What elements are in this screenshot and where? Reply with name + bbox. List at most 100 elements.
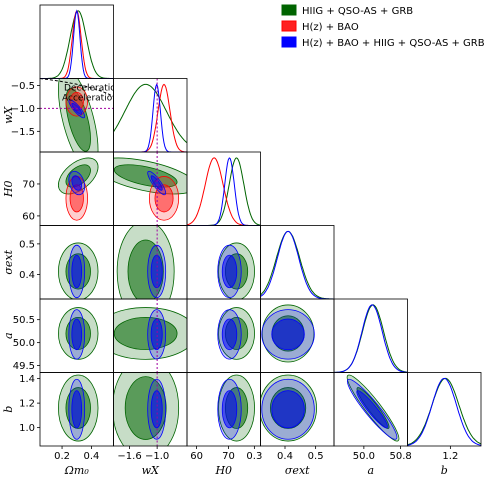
- marginal-curve-2: [40, 9, 114, 79]
- panel-frame: [407, 372, 482, 447]
- xtick-label: −1.6: [117, 451, 141, 462]
- ytick-label: 1.2: [19, 399, 35, 410]
- marginal-curve-0: [113, 83, 187, 144]
- xaxis-label-sig: σext: [285, 464, 310, 477]
- yaxis-label-b: b: [2, 406, 15, 413]
- marginal-curve-1: [113, 83, 187, 152]
- xaxis-label-wx: wX: [142, 464, 160, 477]
- contour-1sigma-0: [113, 164, 178, 188]
- contour-panel-Om-a: [58, 307, 99, 360]
- xaxis-label-b: b: [441, 464, 448, 477]
- legend-entry-2: H(z) + BAO + HIIG + QSO-AS + GRB: [302, 38, 485, 49]
- marginal-curve-2: [260, 230, 334, 299]
- xaxis-label-H0: H0: [214, 464, 232, 477]
- panel-frame: [186, 151, 261, 226]
- xaxis-label-a: a: [367, 464, 374, 477]
- xtick-label: 1.2: [442, 451, 458, 462]
- panel-frame: [113, 78, 188, 153]
- contour-1sigma-2: [356, 390, 388, 429]
- xtick-label: −1.0: [145, 451, 169, 462]
- boundary-line: [40, 78, 114, 97]
- yaxis-label-H0: H0: [2, 180, 15, 198]
- xtick-label: 0.4: [83, 451, 99, 462]
- marginal-curve-0: [40, 10, 114, 79]
- legend-swatch-0: [281, 4, 297, 16]
- marginal-curve-2: [113, 83, 187, 152]
- contour-1sigma-2: [71, 254, 83, 289]
- ytick-label: 60: [22, 211, 35, 222]
- contour-1sigma-2: [221, 390, 238, 429]
- contour-panel-wx-sig: [116, 225, 175, 299]
- panel-frame: [260, 225, 335, 300]
- ytick-label: 0.4: [19, 270, 35, 281]
- marginal-panel-Om: [40, 9, 114, 79]
- marginal-curve-2: [334, 304, 408, 373]
- contour-panel-H0-b: [217, 374, 255, 442]
- ytick-label: −1.0: [11, 104, 35, 115]
- contour-panel-sig-b: [260, 374, 317, 442]
- contour-panel-H0-a: [217, 307, 255, 360]
- legend-swatch-1: [281, 20, 297, 32]
- contour-panel-Om-H0: [58, 157, 99, 221]
- marginal-panel-wx: [113, 78, 187, 152]
- marginal-curve-2: [407, 377, 481, 446]
- marginal-panel-sig: [260, 230, 334, 299]
- xtick-label: 70: [222, 451, 235, 462]
- acceleration-label: Acceleration: [62, 94, 118, 104]
- xtick-label: 0.2: [54, 451, 70, 462]
- legend-entry-1: H(z) + BAO: [302, 22, 359, 33]
- ytick-label: 49.5: [13, 361, 35, 372]
- yaxis-label-a: a: [2, 332, 15, 339]
- contour-1sigma-0: [113, 316, 178, 350]
- marginal-panel-b: [407, 377, 481, 446]
- xtick-label: 50.0: [353, 451, 375, 462]
- contour-panel-sig-a: [261, 304, 315, 363]
- contour-1sigma-2: [221, 318, 238, 351]
- contour-1sigma-2: [71, 318, 83, 351]
- marginal-panel-H0: [187, 157, 261, 226]
- ytick-label: 50.0: [13, 338, 35, 349]
- xtick-label: 60: [190, 451, 203, 462]
- marginal-curve-0: [334, 304, 408, 373]
- ytick-label: 50.5: [13, 315, 35, 326]
- marginal-curve-0: [260, 230, 334, 299]
- contour-1sigma-2: [271, 318, 305, 351]
- contour-1sigma-2: [271, 390, 305, 429]
- xtick-label: 50.8: [389, 451, 411, 462]
- contour-panel-wx-a: [113, 299, 187, 373]
- xaxis-label-Om: Ωm₀: [64, 464, 90, 477]
- contour-panel-wx-H0: [113, 152, 187, 226]
- panel-frame: [333, 298, 408, 373]
- marginal-curve-2: [187, 157, 261, 226]
- ytick-label: 1.4: [19, 374, 35, 385]
- ytick-label: −0.5: [11, 81, 35, 92]
- contour-1sigma-0: [127, 239, 164, 299]
- contour-1sigma-2: [71, 390, 83, 429]
- xtick-label: 0.5: [308, 451, 324, 462]
- xtick-label: 0.3: [246, 451, 262, 462]
- legend-entry-0: HIIG + QSO-AS + GRB: [302, 6, 413, 17]
- contour-panel-a-b: [346, 374, 400, 442]
- ytick-label: 0.5: [19, 239, 35, 250]
- contour-panel-H0-sig: [217, 242, 255, 299]
- contour-panel-Om-b: [58, 374, 99, 442]
- yaxis-label-wx: wX: [2, 105, 15, 123]
- marginal-curve-0: [187, 157, 261, 226]
- panel-frame: [39, 4, 114, 79]
- contour-panel-wx-b: [113, 372, 180, 446]
- contour-panel-Om-sig: [58, 242, 99, 299]
- ytick-label: −1.5: [11, 127, 35, 138]
- marginal-curve-1: [40, 10, 114, 79]
- legend-swatch-2: [281, 36, 297, 48]
- contour-1sigma-2: [150, 175, 163, 191]
- contour-1sigma-2: [221, 254, 238, 289]
- ytick-label: 70: [22, 179, 35, 190]
- yaxis-label-sig: σext: [2, 249, 15, 274]
- marginal-panel-a: [334, 304, 408, 373]
- legend: HIIG + QSO-AS + GRB H(z) + BAO H(z) + BAO …: [281, 4, 485, 49]
- ytick-label: 1.0: [19, 423, 35, 434]
- marginal-curve-0: [407, 377, 481, 446]
